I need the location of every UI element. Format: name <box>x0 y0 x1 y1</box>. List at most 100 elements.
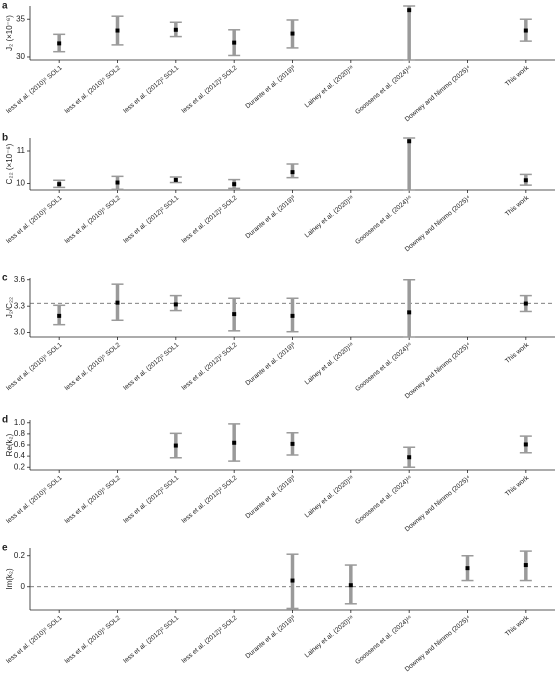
x-tick-label: Goossens et al. (2024)¹⁶ <box>354 474 414 526</box>
x-tick-label: Lainey et al. (2020)¹⁸ <box>304 194 356 239</box>
point <box>290 441 295 446</box>
point <box>348 583 353 588</box>
point <box>523 28 528 33</box>
x-tick-label: This work <box>504 64 531 88</box>
point <box>57 313 62 318</box>
x-tick-label: Lainey et al. (2020)¹⁸ <box>304 474 356 519</box>
point <box>232 440 237 445</box>
x-tick-label: This work <box>504 194 531 218</box>
y-tick-label: 30 <box>16 52 25 61</box>
y-tick-label: 3.0 <box>14 328 26 337</box>
point <box>173 443 178 448</box>
point <box>407 139 412 144</box>
x-tick-label: Iess et al. (2012)² SOL1 <box>122 341 180 392</box>
panel-letter: b <box>2 133 8 144</box>
x-tick-label: Iess et al. (2010)⁵ SOL1 <box>5 474 64 525</box>
point <box>115 28 120 33</box>
x-tick-label: Iess et al. (2010)⁵ SOL2 <box>63 614 122 665</box>
point <box>232 40 237 45</box>
point <box>115 300 120 305</box>
x-tick-label: Iess et al. (2012)² SOL1 <box>122 614 180 665</box>
x-tick-label: Iess et al. (2010)⁵ SOL2 <box>63 341 122 392</box>
point <box>523 301 528 306</box>
x-tick-label: Goossens et al. (2024)¹⁶ <box>354 341 414 393</box>
y-axis-label: J₂/C₂₂ <box>5 297 14 318</box>
x-tick-label: Iess et al. (2012)² SOL2 <box>180 64 238 115</box>
x-tick-label: Iess et al. (2010)⁵ SOL1 <box>5 194 64 245</box>
point <box>173 27 178 32</box>
x-tick-label: This work <box>504 474 531 498</box>
x-tick-label: Durante et al. (2019)³ <box>244 194 297 240</box>
y-tick-label: 0.6 <box>14 440 26 449</box>
panel-letter: d <box>2 415 8 426</box>
y-tick-label: 0.8 <box>14 429 26 438</box>
y-axis-label: Im(k₂) <box>5 568 14 590</box>
x-tick-label: This work <box>504 341 531 365</box>
y-axis-label: Re(k₂) <box>5 433 14 456</box>
y-axis-label: C₂₂ (×10⁻⁶) <box>5 143 14 184</box>
point <box>523 442 528 447</box>
x-tick-label: Durante et al. (2019)³ <box>244 64 297 110</box>
y-tick-label: 0 <box>21 582 26 591</box>
panel-letter: c <box>2 273 8 284</box>
x-tick-label: Downey and Nimmo (2025)⁴ <box>404 341 472 400</box>
y-tick-label: 35 <box>16 14 25 23</box>
point <box>57 182 62 187</box>
panel-letter: e <box>2 543 8 554</box>
x-tick-label: Downey and Nimmo (2025)⁴ <box>404 64 472 123</box>
x-tick-label: Durante et al. (2019)³ <box>244 474 297 520</box>
x-tick-label: This work <box>504 614 531 638</box>
point <box>173 302 178 307</box>
x-tick-label: Downey and Nimmo (2025)⁴ <box>404 194 472 253</box>
point <box>173 177 178 182</box>
y-tick-label: 0.2 <box>14 462 26 471</box>
point <box>290 170 295 175</box>
x-tick-label: Iess et al. (2012)² SOL1 <box>122 474 180 525</box>
x-tick-label: Iess et al. (2012)² SOL2 <box>180 474 238 525</box>
y-tick-label: 11 <box>17 146 26 155</box>
point <box>290 313 295 318</box>
y-tick-label: 1.0 <box>14 418 26 427</box>
x-tick-label: Iess et al. (2010)⁵ SOL2 <box>63 64 122 115</box>
point <box>57 41 62 46</box>
x-tick-label: Downey and Nimmo (2025)⁴ <box>404 474 472 533</box>
point <box>290 31 295 36</box>
y-axis-label: J₂ (×10⁻⁶) <box>5 15 14 51</box>
x-tick-label: Durante et al. (2019)³ <box>244 614 297 660</box>
y-tick-label: 10 <box>16 179 25 188</box>
x-tick-label: Downey and Nimmo (2025)⁴ <box>404 614 472 673</box>
x-tick-label: Lainey et al. (2020)¹⁸ <box>304 341 356 386</box>
point <box>232 182 237 187</box>
x-tick-label: Iess et al. (2010)⁵ SOL1 <box>5 341 64 392</box>
x-tick-label: Iess et al. (2012)² SOL2 <box>180 341 238 392</box>
x-tick-label: Goossens et al. (2024)¹⁶ <box>354 194 414 246</box>
x-tick-label: Iess et al. (2012)² SOL2 <box>180 614 238 665</box>
point <box>290 578 295 583</box>
point <box>407 310 412 315</box>
x-tick-label: Iess et al. (2010)⁵ SOL1 <box>5 614 64 665</box>
x-tick-label: Iess et al. (2010)⁵ SOL1 <box>5 64 64 115</box>
y-tick-label: 3.6 <box>14 275 26 284</box>
y-tick-label: 0.4 <box>14 451 26 460</box>
x-tick-label: Iess et al. (2010)⁵ SOL2 <box>63 194 122 245</box>
point <box>407 8 412 13</box>
x-tick-label: Goossens et al. (2024)¹⁶ <box>354 64 414 116</box>
point <box>523 178 528 183</box>
x-tick-label: Iess et al. (2012)² SOL1 <box>122 64 180 115</box>
point <box>232 312 237 317</box>
x-tick-label: Iess et al. (2010)⁵ SOL2 <box>63 474 122 525</box>
y-tick-label: 3.3 <box>14 301 26 310</box>
point <box>407 455 412 460</box>
x-tick-label: Goossens et al. (2024)¹⁶ <box>354 614 414 666</box>
point <box>115 180 120 185</box>
x-tick-label: Iess et al. (2012)² SOL2 <box>180 194 238 245</box>
point <box>465 566 470 571</box>
x-tick-label: Lainey et al. (2020)¹⁸ <box>304 64 356 109</box>
point <box>523 563 528 568</box>
x-tick-label: Lainey et al. (2020)¹⁸ <box>304 614 356 659</box>
x-tick-label: Iess et al. (2012)² SOL1 <box>122 194 180 245</box>
x-tick-label: Durante et al. (2019)³ <box>244 341 297 387</box>
y-tick-label: 0.2 <box>14 551 26 560</box>
panel-letter: a <box>2 1 8 12</box>
